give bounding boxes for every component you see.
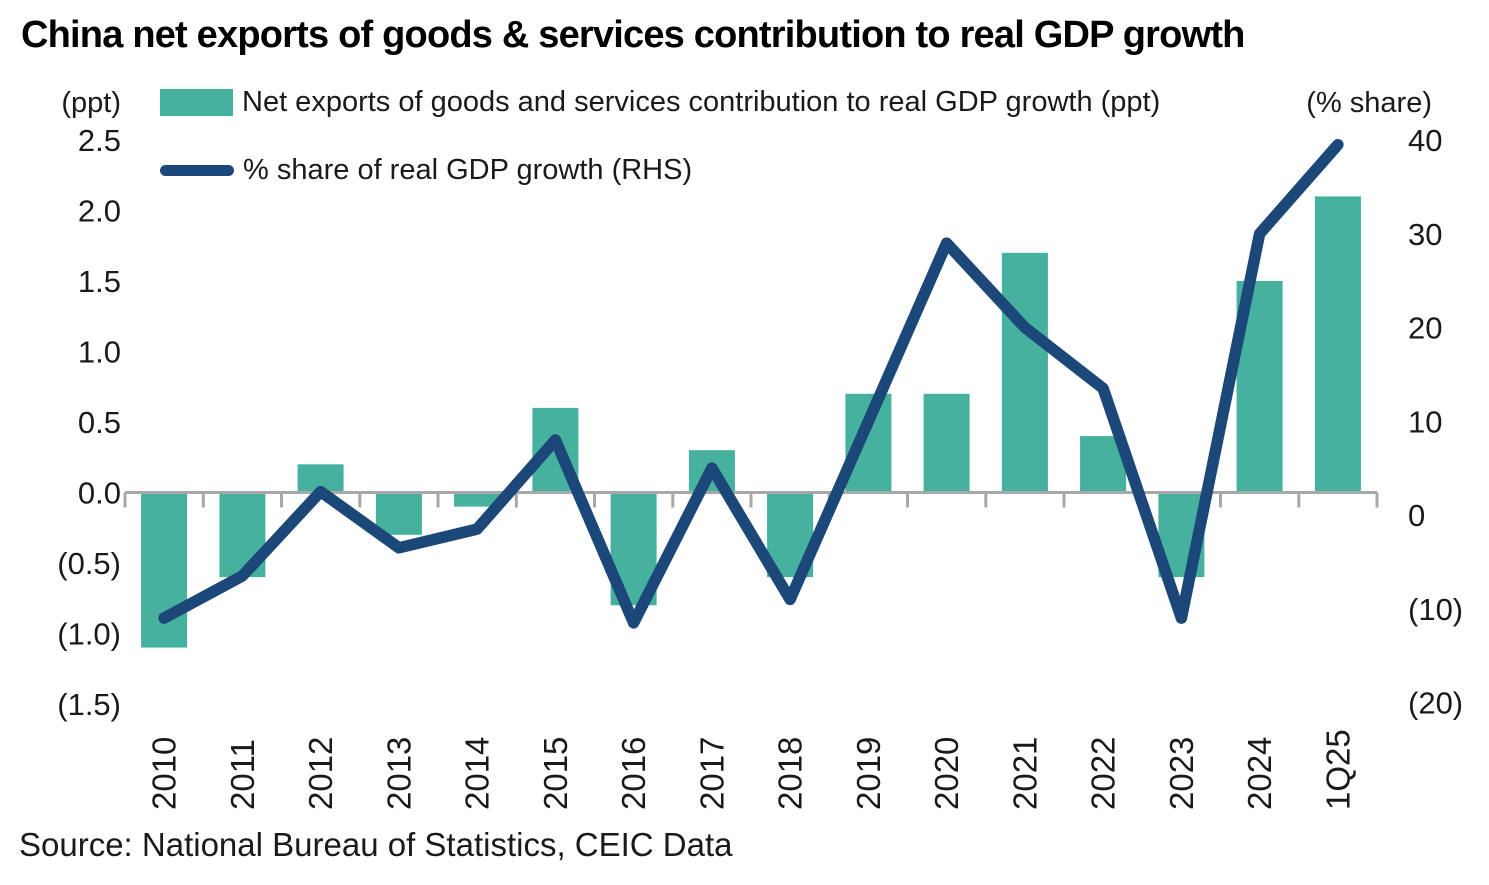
x-axis-label-2019: 2019 [850, 737, 887, 810]
x-axis-label-2014: 2014 [459, 737, 496, 810]
x-axis-label-2017: 2017 [693, 737, 730, 810]
x-axis-label-1Q25: 1Q25 [1319, 729, 1356, 810]
right-axis-tick-label: (10) [1408, 592, 1463, 627]
left-axis-tick-label: (1.0) [57, 617, 121, 652]
legend-line-label: % share of real GDP growth (RHS) [243, 153, 693, 186]
x-axis-label-2023: 2023 [1163, 737, 1200, 810]
right-axis-tick-label: 10 [1408, 404, 1442, 439]
left-axis-tick-label: 0.5 [78, 405, 121, 440]
left-axis-tick-label: 0.0 [78, 476, 121, 511]
x-axis-label-2015: 2015 [537, 737, 574, 810]
x-axis-label-2021: 2021 [1006, 737, 1043, 810]
left-axis-tick-label: (1.5) [57, 687, 121, 722]
bar-2013 [375, 492, 422, 535]
page-title: China net exports of goods & services co… [21, 14, 1245, 56]
left-axis-unit-label: (ppt) [61, 87, 121, 119]
right-axis-tick-label: 20 [1408, 311, 1442, 346]
chart-legend: Net exports of goods and services contri… [160, 84, 1160, 188]
left-axis-tick-label: 1.5 [78, 264, 121, 299]
bar-2014 [454, 492, 501, 507]
x-axis-label-2016: 2016 [615, 737, 652, 810]
left-axis-tick-label: 2.5 [78, 123, 121, 158]
source-note: Source: National Bureau of Statistics, C… [19, 826, 733, 863]
x-axis-label-2012: 2012 [302, 737, 339, 810]
line-series-swatch-icon [160, 164, 234, 176]
right-axis-unit-label: (% share) [1306, 87, 1432, 119]
x-axis-label-2024: 2024 [1241, 737, 1278, 810]
x-axis-label-2010: 2010 [146, 737, 183, 810]
x-axis-label-2020: 2020 [928, 737, 965, 810]
right-axis-tick-label: 30 [1408, 217, 1442, 252]
legend-bar-label: Net exports of goods and services contri… [242, 85, 1161, 118]
legend-item-bar-series: Net exports of goods and services contri… [160, 84, 1160, 120]
bar-series-swatch-icon [160, 88, 233, 116]
right-axis-tick-label: 0 [1408, 498, 1425, 533]
x-axis-label-2011: 2011 [224, 739, 261, 810]
bar-2010 [141, 492, 188, 648]
left-axis-tick-label: (0.5) [57, 546, 121, 581]
legend-item-line-series: % share of real GDP growth (RHS) [160, 152, 1160, 188]
x-axis-label-2013: 2013 [380, 737, 417, 810]
gdp-share-line [158, 138, 1344, 629]
right-axis-tick-label: (20) [1408, 686, 1463, 721]
left-axis-tick-label: 2.0 [78, 194, 121, 229]
bar-1Q25 [1314, 196, 1361, 493]
bar-2020 [923, 393, 970, 493]
x-axis-label-2018: 2018 [772, 737, 809, 810]
left-axis-tick-label: 1.0 [78, 335, 121, 370]
bar-2021 [1001, 252, 1048, 493]
right-axis-tick-label: 40 [1408, 123, 1442, 158]
x-axis-label-2022: 2022 [1085, 737, 1122, 810]
